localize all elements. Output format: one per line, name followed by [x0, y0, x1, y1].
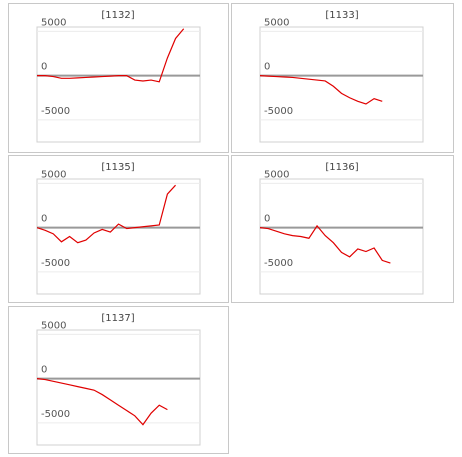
- y-tick-label: 5000: [41, 169, 66, 180]
- series-line: [37, 184, 176, 244]
- y-tick-label: 5000: [264, 169, 289, 180]
- chart-panel: [1135] -5000 0 5000: [8, 155, 229, 303]
- y-tick-label: 0: [41, 365, 47, 376]
- chart-title: [1133]: [325, 10, 358, 21]
- series-line: [37, 378, 168, 426]
- y-tick-label: -5000: [264, 258, 293, 269]
- y-tick-label: 5000: [41, 320, 66, 331]
- plot-area: [36, 329, 201, 446]
- y-tick-label: 0: [41, 214, 47, 225]
- y-tick-label: 5000: [41, 17, 66, 28]
- chart-title: [1132]: [101, 10, 134, 21]
- plot-area: [36, 26, 201, 143]
- chart-panel: [1132] -5000 0 5000: [8, 3, 229, 153]
- plot-area: [36, 178, 201, 295]
- y-tick-label: 0: [41, 62, 47, 73]
- chart-panel: [1136] -5000 0 5000: [231, 155, 454, 303]
- y-tick-label: -5000: [41, 409, 70, 420]
- chart-panel: [1137] -5000 0 5000: [8, 306, 229, 454]
- series-line: [260, 75, 383, 105]
- y-tick-label: -5000: [41, 106, 70, 117]
- y-tick-label: 0: [264, 62, 270, 73]
- series-line: [260, 224, 391, 264]
- chart-title: [1136]: [325, 162, 358, 173]
- plot-area: [259, 178, 424, 295]
- series-line: [37, 28, 185, 83]
- chart-title: [1137]: [101, 313, 134, 324]
- y-tick-label: 0: [264, 214, 270, 225]
- y-tick-label: -5000: [264, 106, 293, 117]
- plot-area: [259, 26, 424, 143]
- chart-title: [1135]: [101, 162, 134, 173]
- y-tick-label: -5000: [41, 258, 70, 269]
- y-tick-label: 5000: [264, 17, 289, 28]
- chart-panel: [1133] -5000 0 5000: [231, 3, 454, 153]
